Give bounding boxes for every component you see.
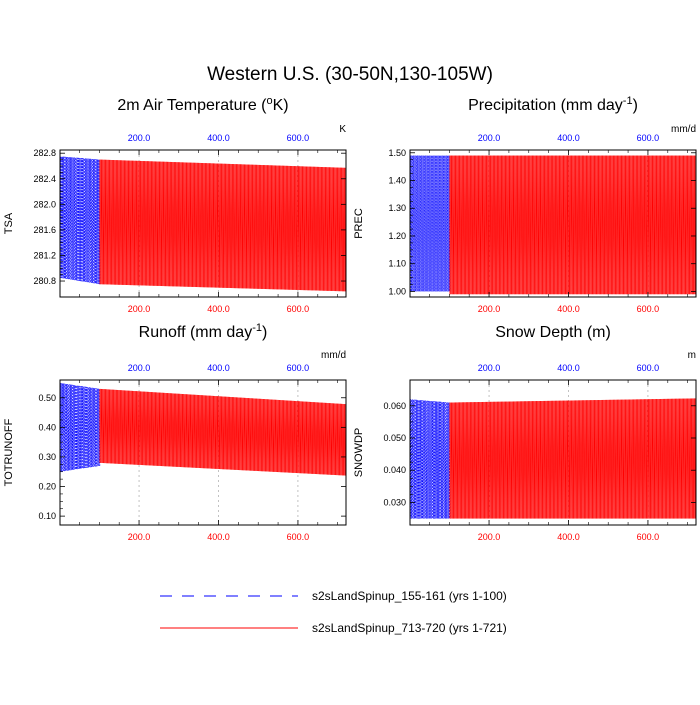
ylabel-prec: PREC [353, 208, 365, 239]
series-line-blue [59, 382, 101, 472]
ylabel-runoff: TOTRUNOFF [3, 418, 15, 486]
xtick-label-top: 200.0 [128, 363, 151, 373]
xtick-label-top: 600.0 [287, 133, 310, 143]
ylabel-snowdp: SNOWDP [353, 428, 365, 478]
xtick-label-bottom: 600.0 [287, 304, 310, 314]
units-label-snowdp: m [688, 350, 696, 361]
plot-frame-runoff [59, 379, 347, 526]
panel-title-suffix: ) [633, 97, 638, 114]
ytick-label: 282.8 [33, 148, 56, 158]
panel-title-text: Runoff (mm day [139, 324, 253, 341]
panel-title-suffix: ) [262, 324, 267, 341]
series-line-blue [409, 155, 451, 292]
ytick-label: 0.30 [38, 452, 56, 462]
ytick-label: 1.50 [388, 148, 406, 158]
panels: 2m Air Temperature (oK) K 280.8 281.2 281.6 2… [3, 95, 697, 542]
plot-frame-snowdp [409, 379, 697, 526]
series-line-blue [59, 156, 101, 285]
plot-frame-prec [409, 149, 697, 298]
panel-title-text: Precipitation (mm day [468, 97, 623, 114]
series-line-red [449, 397, 697, 519]
units-label-tsa: K [339, 124, 346, 135]
ylabel-tsa: TSA [3, 212, 15, 234]
panel-title-text: 2m Air Temperature ( [117, 97, 267, 114]
xtick-label-bottom: 200.0 [478, 304, 501, 314]
panel-title-runoff: Runoff (mm day-1) [139, 322, 268, 341]
ytick-label: 0.20 [38, 482, 56, 492]
legend-label-blue: s2sLandSpinup_155-161 (yrs 1-100) [312, 589, 507, 603]
xtick-label-bottom: 600.0 [637, 304, 660, 314]
series-line-red [99, 159, 347, 293]
ytick-label: 0.040 [383, 465, 406, 475]
ytick-label: 0.030 [383, 497, 406, 507]
xtick-label-bottom: 400.0 [557, 532, 580, 542]
xtick-label-top: 400.0 [207, 133, 230, 143]
panel-title-snowdp: Snow Depth (m) [495, 324, 611, 341]
ytick-label: 0.060 [383, 401, 406, 411]
ytick-label: 0.50 [38, 393, 56, 403]
xtick-label-top: 600.0 [637, 363, 660, 373]
ytick-label: 1.40 [388, 176, 406, 186]
panel-tsa: 2m Air Temperature (oK) K 280.8 281.2 281.6 2… [3, 95, 347, 314]
xtick-label-bottom: 600.0 [287, 532, 310, 542]
panel-snowdp: Snow Depth (m) m 0.030 0.040 0.050 0.060 SNOWD… [353, 324, 697, 542]
xtick-label-bottom: 400.0 [207, 304, 230, 314]
xtick-label-bottom: 200.0 [478, 532, 501, 542]
ytick-label: 1.20 [388, 231, 406, 241]
xtick-label-bottom: 400.0 [207, 532, 230, 542]
xtick-label-top: 400.0 [557, 133, 580, 143]
xtick-label-top: 200.0 [128, 133, 151, 143]
ytick-label: 0.10 [38, 511, 56, 521]
xtick-label-bottom: 600.0 [637, 532, 660, 542]
panel-title-text: Snow Depth (m) [495, 324, 611, 341]
legend: s2sLandSpinup_155-161 (yrs 1-100) s2sLan… [160, 589, 507, 635]
panel-title-suffix: K) [273, 97, 289, 114]
xtick-label-top: 400.0 [207, 363, 230, 373]
ytick-label: 281.6 [33, 225, 56, 235]
xtick-label-bottom: 200.0 [128, 304, 151, 314]
series-line-blue [409, 399, 451, 519]
legend-label-red: s2sLandSpinup_713-720 (yrs 1-721) [312, 621, 507, 635]
ytick-label: 1.00 [388, 286, 406, 296]
xtick-label-bottom: 400.0 [557, 304, 580, 314]
ytick-label: 282.4 [33, 174, 56, 184]
figure-title: Western U.S. (30-50N,130-105W) [207, 64, 493, 85]
panel-prec: Precipitation (mm day-1) mm/d 1.00 1.10 1.20… [353, 95, 697, 314]
panel-runoff: Runoff (mm day-1) mm/d 0.10 0.20 0.30 0.40 0.5… [3, 322, 347, 542]
panel-title-superscript: o [266, 95, 272, 107]
series-line-red [99, 388, 347, 478]
units-label-prec: mm/d [671, 124, 696, 135]
ytick-label: 0.40 [38, 422, 56, 432]
ytick-label: 280.8 [33, 276, 56, 286]
xtick-label-top: 200.0 [478, 133, 501, 143]
ytick-label: 282.0 [33, 199, 56, 209]
ytick-label: 1.30 [388, 203, 406, 213]
panel-title-prec: Precipitation (mm day-1) [468, 95, 638, 114]
series-line-red [449, 155, 697, 295]
panel-title-superscript: -1 [623, 95, 633, 107]
xtick-label-bottom: 200.0 [128, 532, 151, 542]
panel-title-superscript: -1 [252, 322, 262, 334]
ytick-label: 281.2 [33, 250, 56, 260]
xtick-label-top: 600.0 [287, 363, 310, 373]
xtick-label-top: 200.0 [478, 363, 501, 373]
xtick-label-top: 400.0 [557, 363, 580, 373]
ytick-label: 1.10 [388, 259, 406, 269]
xtick-label-top: 600.0 [637, 133, 660, 143]
units-label-runoff: mm/d [321, 350, 346, 361]
ytick-label: 0.050 [383, 433, 406, 443]
panel-title-tsa: 2m Air Temperature (oK) [117, 95, 288, 114]
